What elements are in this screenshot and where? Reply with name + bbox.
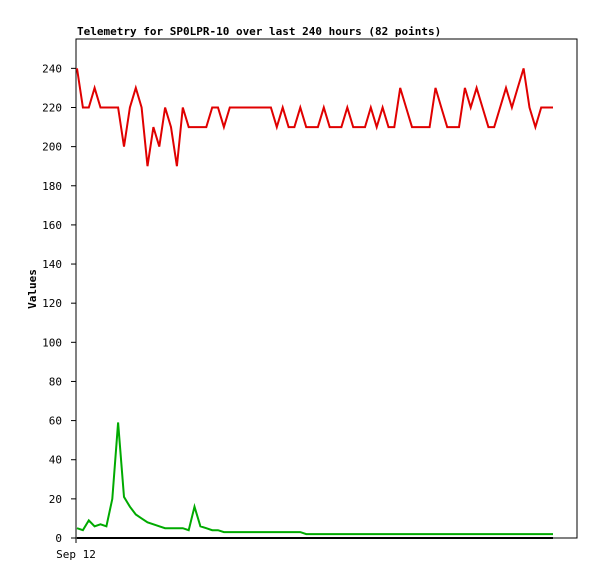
y-axis-label: Values	[26, 269, 39, 309]
series-line-2	[76, 422, 553, 536]
y-tick-label: 60	[49, 415, 62, 428]
y-tick-label: 180	[42, 180, 62, 193]
chart-title: Telemetry for SP0LPR-10 over last 240 ho…	[77, 25, 441, 38]
y-axis: 0 20 40 60 80 100 120 140 160 180 200 220 240	[42, 62, 76, 545]
x-axis: Sep 12	[56, 538, 96, 561]
y-tick-label: 0	[55, 532, 62, 545]
y-tick-label: 120	[42, 297, 62, 310]
plot-area	[75, 38, 578, 539]
y-tick-label: 160	[42, 219, 62, 232]
x-tick-label: Sep 12	[56, 548, 96, 561]
y-tick-label: 240	[42, 62, 62, 75]
y-tick-label: 40	[49, 454, 62, 467]
series-line-1	[76, 68, 553, 167]
y-tick-label: 100	[42, 336, 62, 349]
y-tick-label: 20	[49, 493, 62, 506]
y-tick-label: 80	[49, 375, 62, 388]
series-layer	[76, 68, 553, 539]
y-tick-label: 220	[42, 101, 62, 114]
y-tick-label: 140	[42, 258, 62, 271]
y-tick-label: 200	[42, 141, 62, 154]
